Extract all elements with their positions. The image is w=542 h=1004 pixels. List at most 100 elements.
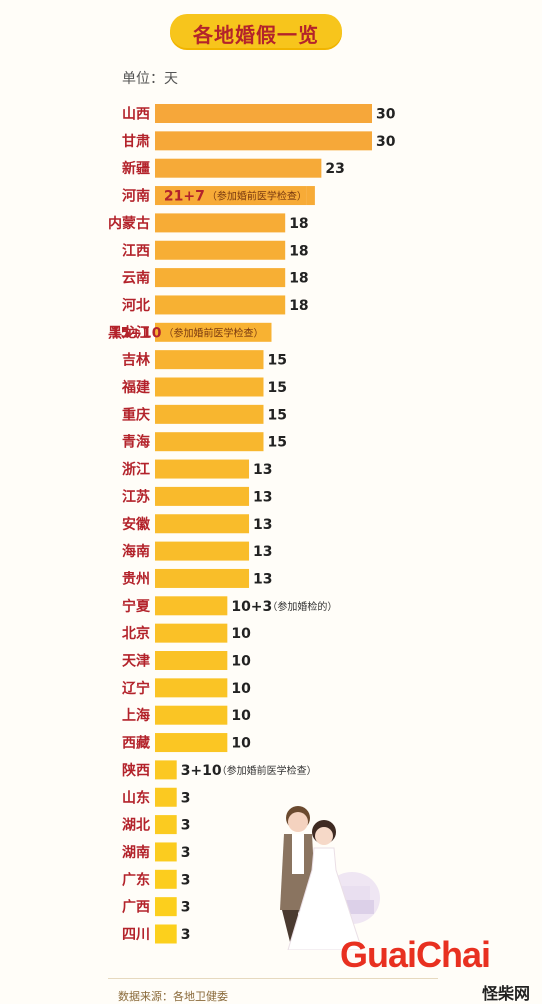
bar (155, 541, 250, 561)
category-label: 四川 (122, 927, 150, 943)
bar-note-extension (263, 322, 272, 342)
value-label: 15 (268, 380, 287, 396)
value-label: 15 (268, 353, 287, 369)
value-label: 21+7 (164, 189, 205, 205)
watermark-subtext: 怪柴网 (481, 984, 530, 1003)
bar (155, 131, 372, 151)
category-label: 宁夏 (122, 598, 151, 615)
value-note: （参加婚前医学检查） (164, 326, 264, 339)
value-label: 10 (231, 736, 251, 752)
bar (155, 377, 264, 397)
category-label: 辽宁 (122, 680, 150, 697)
bar (155, 514, 250, 534)
bar (155, 924, 177, 944)
value-label: 15 (268, 407, 287, 423)
value-label: 10 (231, 708, 251, 724)
bar (155, 842, 177, 862)
value-label: 13 (253, 544, 272, 560)
bar (155, 596, 228, 616)
value-label: 13 (253, 517, 272, 533)
value-label: 3 (181, 927, 191, 943)
value-label: 15 (268, 435, 287, 451)
bar (155, 213, 286, 233)
value-label: 3 (181, 790, 191, 806)
category-label: 河北 (122, 297, 150, 314)
category-label: 吉林 (122, 352, 150, 369)
value-label: 13 (253, 489, 272, 505)
value-label: 30 (376, 107, 396, 123)
bar (155, 295, 286, 315)
value-label: 23 (325, 161, 344, 177)
category-label: 福建 (121, 379, 150, 396)
wedding-couple-illustration (280, 806, 380, 950)
bar (155, 623, 228, 643)
value-label: 30 (376, 134, 396, 150)
category-label: 新疆 (122, 160, 150, 177)
bar (155, 678, 228, 698)
category-label: 江苏 (122, 488, 150, 505)
bar (155, 651, 228, 670)
category-label: 广西 (122, 899, 150, 916)
bar (155, 268, 286, 288)
bar (155, 459, 250, 479)
value-label: 3 (181, 818, 191, 834)
value-label: 3 (181, 900, 191, 916)
bar (155, 240, 286, 260)
title-banner: 各地婚假一览 (170, 14, 342, 48)
value-label: 10 (231, 654, 251, 670)
source-note: 数据来源：各地卫健委 (118, 990, 228, 1003)
bar (155, 486, 250, 506)
bar (155, 733, 228, 753)
bar-note-extension (306, 186, 315, 206)
category-label: 贵州 (122, 570, 150, 587)
category-label: 浙江 (122, 461, 150, 478)
value-label: 13 (253, 571, 272, 587)
bar (155, 869, 177, 889)
bar (155, 568, 250, 588)
category-label: 上海 (122, 707, 150, 724)
value-label: 10 (231, 626, 251, 642)
bar (155, 322, 264, 342)
bar (155, 705, 228, 725)
category-label: 山东 (122, 789, 150, 806)
value-note: （参加婚前医学检查） (207, 190, 307, 203)
bar (155, 186, 307, 206)
value-label: 3 (181, 872, 191, 888)
category-label: 黑龙江 (108, 324, 150, 341)
category-label: 安徽 (122, 516, 151, 533)
category-label: 内蒙古 (108, 215, 150, 232)
category-label: 重庆 (122, 406, 150, 423)
watermark-logo: GuaiChai 怪柴网 (336, 930, 536, 1003)
divider (108, 978, 438, 979)
category-label: 北京 (122, 625, 150, 642)
unit-label: 单位：天 (122, 71, 178, 87)
value-label: 10 (231, 681, 251, 697)
category-label: 广东 (122, 871, 150, 888)
value-label: 3 (181, 845, 191, 861)
value-label: 3+10 (181, 763, 222, 779)
category-label: 陕西 (122, 762, 150, 779)
value-note: （参加婚检的） (267, 600, 337, 613)
category-label: 江西 (122, 242, 150, 259)
category-label: 河南 (122, 188, 150, 205)
bar (155, 104, 372, 123)
bar (155, 760, 177, 780)
category-label: 山西 (122, 107, 150, 123)
bar (155, 815, 177, 835)
value-label: 13 (253, 462, 272, 478)
chart-title: 各地婚假一览 (193, 23, 319, 47)
category-label: 青海 (122, 434, 150, 451)
value-label: 15+10 (111, 325, 162, 341)
value-label: 18 (289, 243, 308, 259)
category-label: 西藏 (122, 735, 150, 752)
watermark-text: GuaiChai (340, 934, 491, 975)
value-label: 18 (289, 271, 308, 287)
bar (155, 432, 264, 452)
bar (155, 404, 264, 424)
value-note: （参加婚前医学检查） (217, 764, 317, 777)
value-label: 18 (289, 298, 308, 314)
category-label: 天津 (122, 653, 150, 670)
bar (155, 158, 322, 178)
category-label: 甘肃 (122, 133, 150, 150)
